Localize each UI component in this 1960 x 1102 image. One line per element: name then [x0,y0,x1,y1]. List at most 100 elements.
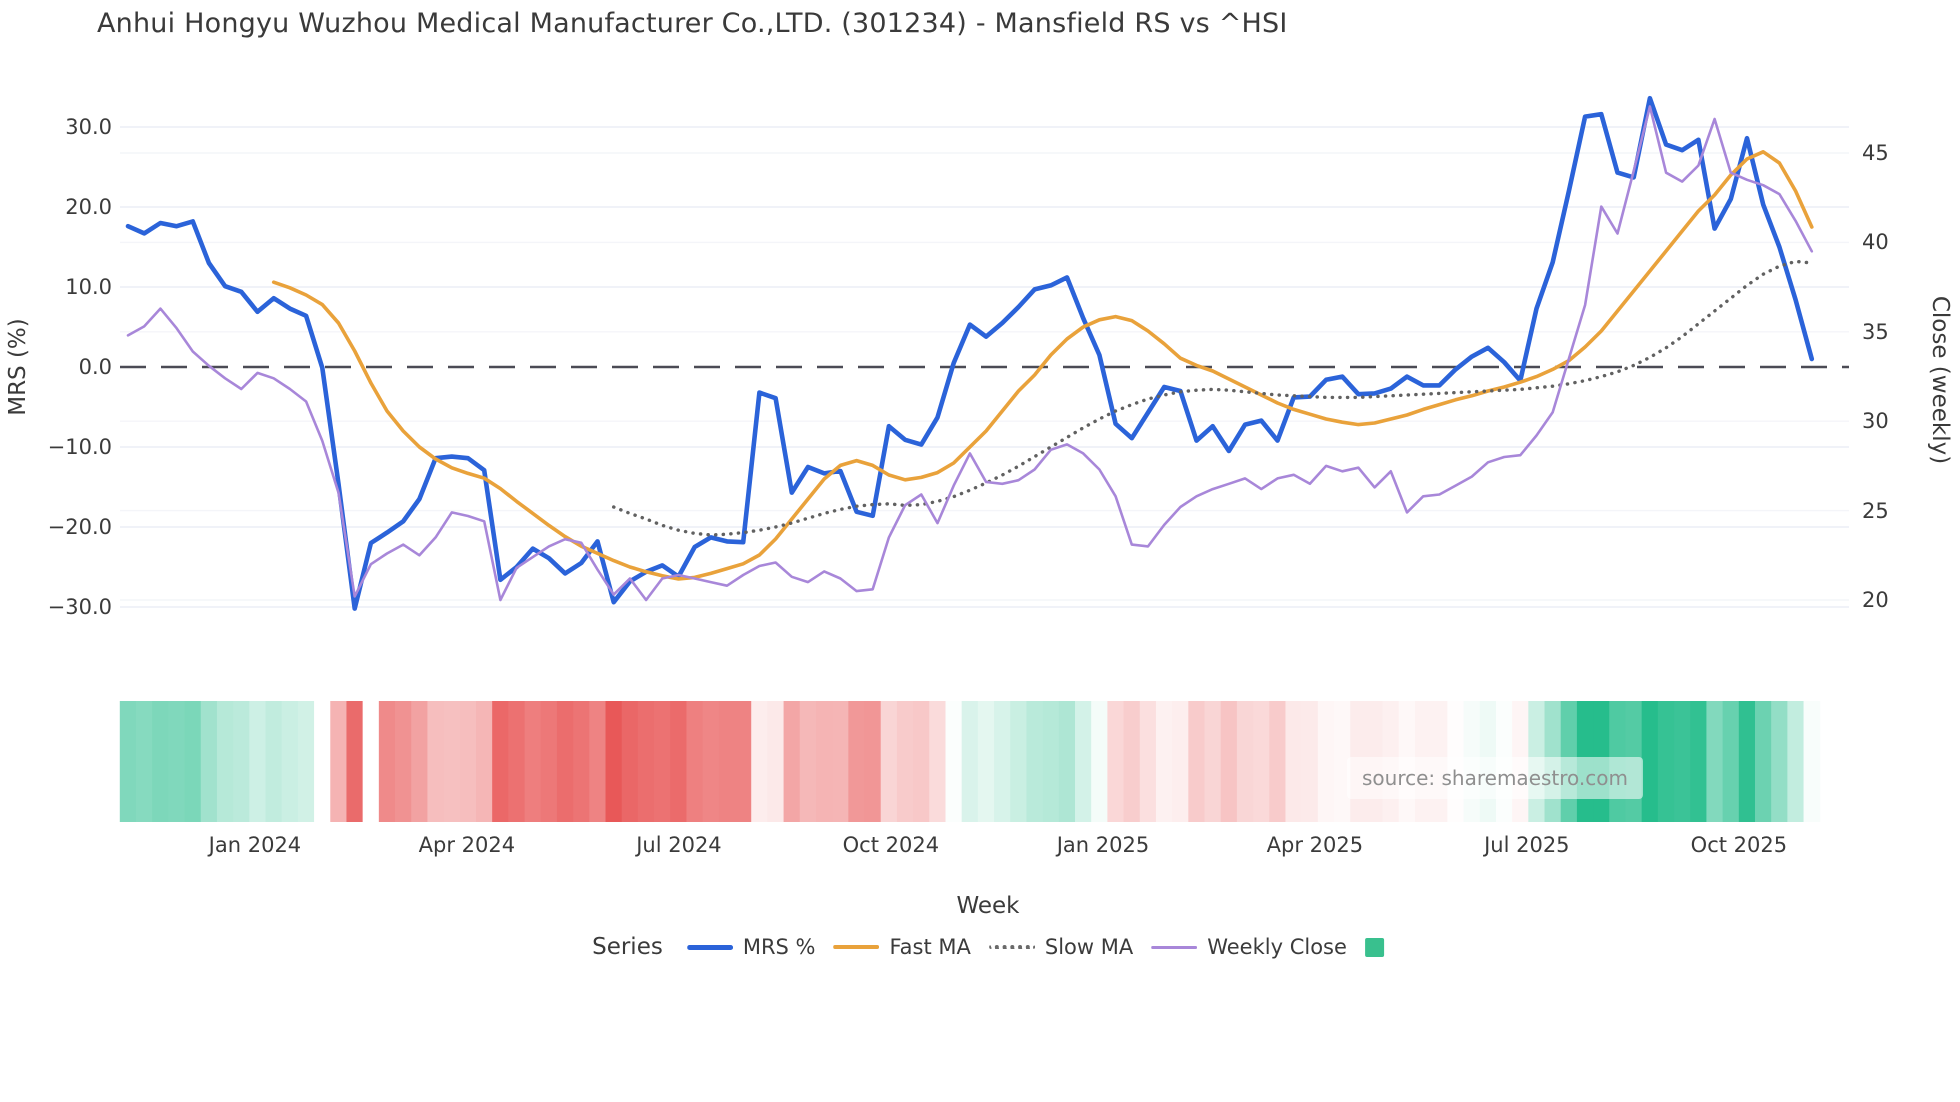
heatmap-week-cell [1220,701,1238,822]
y-tick-left: −30.0 [47,595,112,619]
x-tick: Jan 2025 [1056,833,1150,857]
y-tick-right: 40 [1862,230,1889,255]
heatmap-week-cell [799,701,817,822]
mrs--line [125,95,1815,611]
heatmap-week-cell [605,701,623,822]
heatmap-week-cell [168,701,186,822]
legend-item-slow-ma: Slow MA [988,935,1133,959]
heatmap-week-cell [1075,701,1092,822]
heatmap-week-cell [1058,701,1076,822]
heatmap-swatch-icon [1364,937,1384,957]
heatmap-week-cell [508,701,526,822]
heatmap-week-cell [1123,701,1141,822]
heatmap-week-cell [1188,701,1206,822]
heatmap-week-cell [1334,701,1351,822]
heatmap-week-cell [362,701,380,822]
heatmap-week-cell [540,701,558,822]
heatmap-week-cell [1803,701,1821,822]
heatmap-week-cell [459,701,477,822]
heatmap-week-cell [265,701,283,822]
heatmap-week-cell [1253,701,1270,822]
heatmap-week-cell [896,701,914,822]
heatmap-week-cell [961,701,979,822]
legend-item-fast-ma: Fast MA [833,935,971,959]
y-tick-right: 35 [1862,319,1889,344]
heatmap-week-cell [1236,701,1254,822]
legend: Series MRS % Fast MA Slow MA Weekly Close [592,934,1384,960]
heatmap-week-cell [152,701,169,822]
heatmap-week-cell [589,701,607,822]
x-axis-label: Week [956,893,1020,919]
y-tick-right: 45 [1862,141,1889,165]
heatmap-week-cell [880,701,898,822]
heatmap-week-cell [718,701,736,822]
heatmap-week-cell [1269,701,1286,822]
heatmap-week-cell [200,701,218,822]
heatmap-week-cell [1010,701,1027,822]
x-tick: Jul 2024 [636,833,722,857]
heatmap-week-cell [346,701,364,822]
heatmap-week-cell [751,701,768,822]
x-tick: Apr 2025 [1266,833,1364,857]
heatmap-week-cell [1657,701,1675,822]
heatmap-week-cell [1155,701,1173,822]
heatmap-week-cell [1722,701,1740,822]
heatmap-week-cell [1204,701,1222,822]
heatmap-week-cell [1317,701,1335,822]
heatmap-week-cell [1771,701,1788,822]
y-tick-left: 30.0 [65,115,112,139]
heatmap-week-cell [395,701,412,822]
heatmap-week-cell [1139,701,1157,822]
line-swatch-icon [988,945,1035,949]
y-tick-right: 20 [1862,588,1889,612]
heatmap-week-cell [216,701,234,822]
heatmap-week-cell [832,701,849,822]
heatmap-week-cell [1285,701,1303,822]
chart-title: Anhui Hongyu Wuzhou Medical Manufacturer… [97,8,1288,39]
heatmap-week-cell [249,701,267,822]
heatmap-week-cell [524,701,542,822]
heatmap-week-cell [443,701,461,822]
legend-item-heatmap [1364,937,1384,957]
heatmap-week-cell [913,701,930,822]
heatmap-week-cell [475,701,493,822]
y-tick-right: 25 [1862,498,1889,523]
heatmap-week-cell [281,701,299,822]
x-tick: Oct 2024 [842,833,940,857]
heatmap-week-cell [184,701,202,822]
legend-item-weekly-close: Weekly Close [1151,935,1347,959]
line-swatch-icon [686,944,733,950]
heatmap-week-cell [945,701,963,822]
heatmap-week-cell [702,701,720,822]
line-swatch-icon [833,945,880,949]
legend-title: Series [592,934,663,960]
y-axis-label-left: MRS (%) [5,318,31,416]
heatmap-week-cell [1091,701,1108,822]
heatmap-week-cell [670,701,687,822]
heatmap-week-cell [1674,701,1691,822]
heatmap-week-cell [233,701,250,822]
y-tick-left: −10.0 [47,435,112,459]
y-tick-left: 20.0 [65,195,112,219]
heatmap-week-cell [637,701,655,822]
heatmap-week-cell [1172,701,1189,822]
legend-label: Weekly Close [1207,935,1347,959]
x-tick: Jan 2024 [208,833,302,857]
legend-label: Fast MA [889,935,971,959]
heatmap-week-cell [929,701,946,822]
x-tick: Jul 2025 [1484,833,1570,857]
heatmap-week-cell [783,701,801,822]
heatmap-week-cell [1026,701,1044,822]
y-tick-left: −20.0 [47,515,112,539]
heatmap-week-cell [1738,701,1756,822]
heatmap-week-cell [411,701,428,822]
heatmap-week-cell [1641,701,1659,822]
fast-ma-line [271,150,1814,581]
heatmap-week-cell [735,701,752,822]
y-tick-left: 10.0 [65,275,112,299]
heatmap-week-cell [1107,701,1125,822]
y-axis-label-right: Close (weekly) [1927,295,1953,465]
x-tick: Apr 2024 [418,833,516,857]
